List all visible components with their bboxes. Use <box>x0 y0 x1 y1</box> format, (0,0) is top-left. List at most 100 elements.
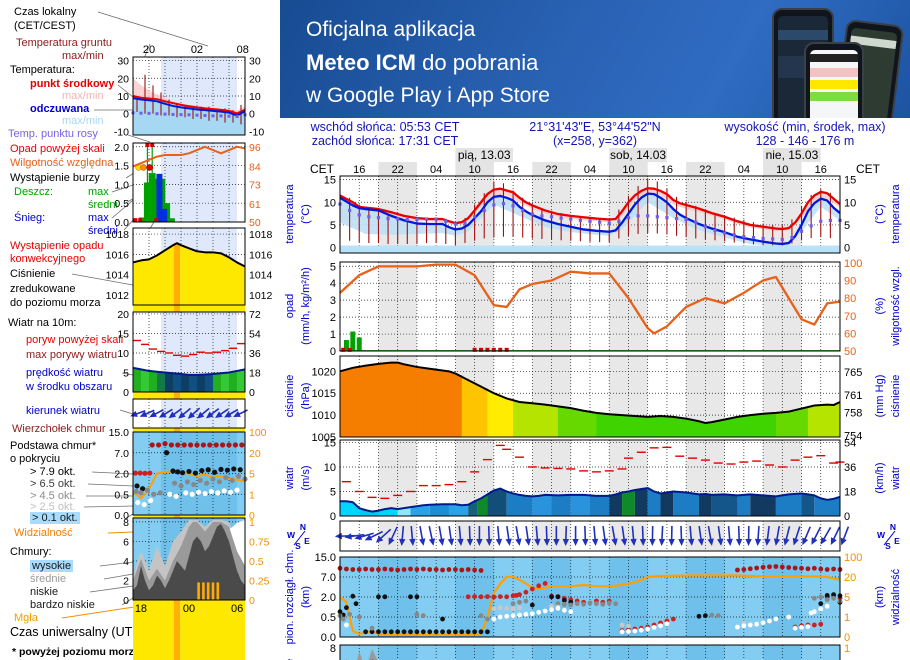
svg-text:1015: 1015 <box>312 388 336 400</box>
svg-text:-10: -10 <box>249 126 264 138</box>
legend-label: Podstawa chmur* <box>10 440 97 452</box>
banner-line1: Oficjalna aplikacja <box>306 18 476 41</box>
legend-label: max porywy wiatru <box>26 349 118 361</box>
panel-precip-humidity: 5 4 3 2 1 0 100 90 80 70 60 50 <box>330 258 862 358</box>
svg-text:22: 22 <box>545 164 557 176</box>
svg-text:10: 10 <box>844 197 856 209</box>
legend-label: max/min <box>62 90 104 102</box>
axis-title: temperatura <box>890 184 902 244</box>
legend-label: Deszcz: <box>14 186 54 198</box>
svg-text:0.75: 0.75 <box>249 536 270 548</box>
svg-text:0.0: 0.0 <box>321 632 336 644</box>
panel-temperature: 15 10 5 0 15 10 5 0 <box>324 175 857 255</box>
mini-temperature-chart: 30 20 10 0 -10 30 20 10 0 -10 20 02 08 <box>114 44 265 138</box>
axis-title: opad <box>284 293 296 319</box>
svg-text:0: 0 <box>123 595 129 607</box>
svg-text:70: 70 <box>844 311 856 323</box>
svg-text:10: 10 <box>117 91 129 103</box>
svg-text:96: 96 <box>249 142 261 154</box>
grid-point: (x=258, y=362) <box>552 134 638 148</box>
svg-text:1018: 1018 <box>249 229 273 241</box>
altitude-values: 128 - 146 - 176 m <box>755 134 855 148</box>
svg-text:5: 5 <box>844 220 850 232</box>
svg-text:6: 6 <box>123 536 129 548</box>
mini-cloud-cover-chart: 8 6 4 2 0 1 0.75 0.5 0.25 0 18 00 06 <box>123 517 270 615</box>
svg-text:CET: CET <box>856 162 881 176</box>
svg-text:72: 72 <box>249 309 261 321</box>
svg-text:0: 0 <box>844 632 850 644</box>
legend-label: Temp. punktu rosy <box>8 128 98 140</box>
svg-text:15: 15 <box>324 437 336 449</box>
legend-sidebar: Czas lokalny (CET/CEST) Temperatura gruntu… <box>0 0 280 660</box>
svg-text:-10: -10 <box>114 126 129 138</box>
svg-text:61: 61 <box>249 199 261 211</box>
legend-label: punkt środkowy <box>30 78 115 90</box>
legend-label: do poziomu morza <box>10 297 101 309</box>
svg-text:2.0: 2.0 <box>114 469 129 481</box>
svg-text:0: 0 <box>330 346 336 358</box>
svg-text:CET: CET <box>310 162 335 176</box>
svg-text:16: 16 <box>661 164 673 176</box>
axis-title: wiatr <box>890 466 902 490</box>
banner-line2: Meteo ICM do pobrania <box>306 50 538 76</box>
location-info-row: wschód słońca: 05:53 CET zachód słońca: … <box>280 120 910 148</box>
legend-label: Chmury: <box>10 546 52 558</box>
svg-text:5: 5 <box>123 367 129 379</box>
legend-label: Ciśnienie <box>10 268 56 280</box>
svg-text:1016: 1016 <box>106 249 130 261</box>
axis-title: (%) <box>874 297 886 315</box>
axis-title: widzialność <box>890 568 902 626</box>
svg-text:765: 765 <box>844 367 862 379</box>
svg-text:2.0: 2.0 <box>114 142 129 154</box>
legend-label: Widzialność <box>14 527 73 539</box>
svg-text:0: 0 <box>844 243 850 255</box>
svg-text:04: 04 <box>738 164 750 176</box>
svg-text:0: 0 <box>330 243 336 255</box>
legend-label: > 6.5 okt. <box>30 478 76 490</box>
axis-title: (km/h) <box>874 462 886 494</box>
svg-text:0: 0 <box>123 387 129 399</box>
svg-text:20: 20 <box>844 572 856 584</box>
svg-text:4: 4 <box>330 278 336 290</box>
svg-text:10: 10 <box>622 164 634 176</box>
svg-text:0.0: 0.0 <box>114 510 129 522</box>
time-axis: pią, 13.03 sob, 14.03 nie, 15.03 16 22 04 10 16… <box>310 148 881 176</box>
svg-text:36: 36 <box>844 462 856 474</box>
svg-text:0.0: 0.0 <box>114 217 129 229</box>
axis-title: (mm/h, kg/m²/h) <box>300 267 312 345</box>
banner-app-name: Meteo ICM <box>306 50 416 75</box>
svg-text:N: N <box>890 522 896 532</box>
svg-text:60: 60 <box>844 328 856 340</box>
svg-text:0.5: 0.5 <box>321 612 336 624</box>
legend-label: max/min <box>62 115 104 127</box>
svg-text:754: 754 <box>844 431 862 443</box>
svg-text:04: 04 <box>584 164 596 176</box>
svg-text:1014: 1014 <box>249 270 273 282</box>
coordinates: 21°31'43"E, 53°44'52"N <box>529 120 661 134</box>
legend-label: Temperatura: <box>10 64 75 76</box>
legend-label: prędkość wiatru <box>26 367 104 379</box>
app-promo-banner[interactable]: Oficjalna aplikacja Meteo ICM do pobrani… <box>280 0 910 118</box>
legend-label: odczuwana <box>30 103 90 115</box>
legend-label: w środku obszaru <box>26 381 113 393</box>
panel-wind-direction <box>334 520 850 552</box>
panel-cloud-extent-visibility: 15.0 7.0 2.0 0.5 0.0 100 20 5 1 0 <box>315 552 863 644</box>
svg-text:54: 54 <box>249 328 261 340</box>
banner-line3: w Google Play i App Store <box>306 84 550 107</box>
svg-text:10: 10 <box>468 164 480 176</box>
svg-text:1016: 1016 <box>249 249 273 261</box>
legend-label: (CET/CEST) <box>14 20 76 32</box>
svg-text:20: 20 <box>143 44 155 56</box>
svg-text:15: 15 <box>117 328 129 340</box>
mini-wind-direction-strip <box>130 398 248 429</box>
svg-text:90: 90 <box>844 276 856 288</box>
svg-text:5: 5 <box>330 486 336 498</box>
svg-text:5: 5 <box>249 469 255 481</box>
svg-text:15: 15 <box>844 175 856 187</box>
svg-text:sob, 14.03: sob, 14.03 <box>610 148 666 162</box>
legend-label: Wiatr na 10m: <box>8 317 77 329</box>
svg-text:2: 2 <box>123 575 129 587</box>
